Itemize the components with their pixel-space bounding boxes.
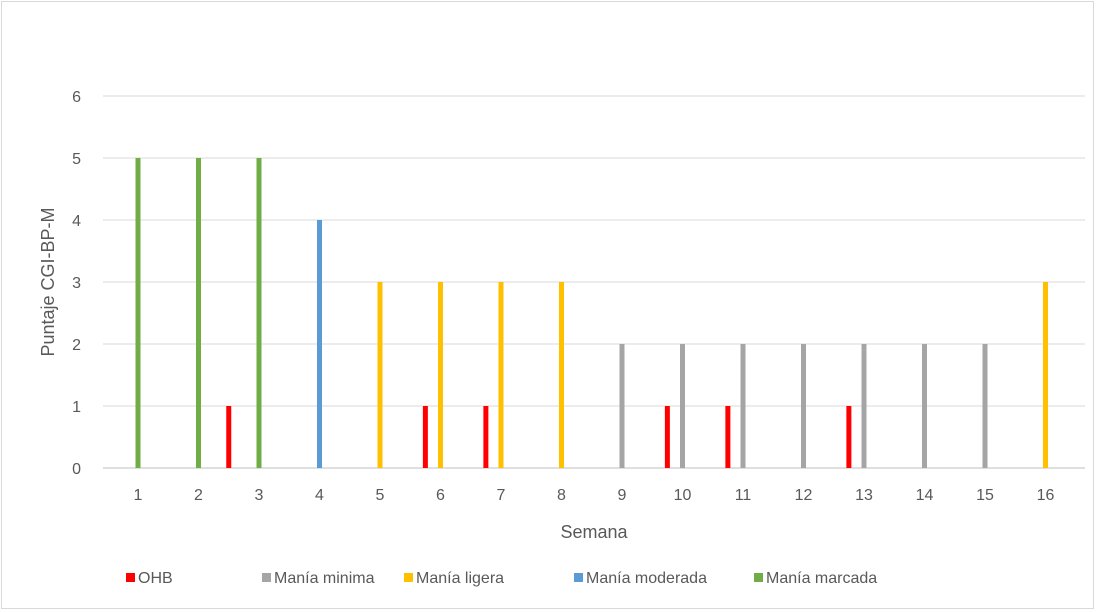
x-tick-label: 15 (976, 487, 994, 504)
bar (438, 282, 443, 468)
x-tick-labels: 1 2 3 4 5 6 7 8 9 10 11 12 13 14 15 16 (134, 487, 1055, 504)
bar (801, 344, 806, 468)
bar (196, 158, 201, 468)
x-tick-label: 9 (618, 487, 627, 504)
bar (725, 406, 731, 468)
bar (922, 344, 927, 468)
x-tick-label: 11 (735, 487, 752, 504)
x-tick-label: 16 (1037, 487, 1055, 504)
bar (982, 344, 988, 468)
bar (226, 406, 232, 468)
legend-label: Manía ligera (416, 570, 504, 587)
legend: OHB Manía minima Manía ligera Manía moderad… (126, 570, 877, 587)
x-tick-label: 13 (855, 487, 873, 504)
x-tick-label: 4 (315, 487, 324, 504)
y-axis-title: Puntaje CGI-BP-M (38, 207, 58, 356)
y-tick-label: 4 (72, 213, 81, 230)
bar (483, 406, 489, 468)
bar (422, 406, 428, 468)
bar (861, 344, 867, 468)
bar (256, 158, 262, 468)
legend-label: OHB (138, 570, 173, 587)
bar (740, 344, 746, 468)
bar (664, 406, 670, 468)
x-tick-label: 10 (674, 487, 692, 504)
bar (619, 344, 625, 468)
x-axis-title: Semana (560, 522, 628, 542)
x-tick-label: 14 (916, 487, 934, 504)
bar (317, 220, 322, 468)
legend-swatch (126, 573, 135, 582)
bar (559, 282, 564, 468)
x-tick-label: 7 (497, 487, 506, 504)
bar (377, 282, 383, 468)
y-tick-label: 6 (72, 89, 81, 106)
bar (1043, 282, 1048, 468)
legend-label: Manía marcada (766, 570, 877, 587)
bars (135, 158, 1048, 468)
legend-swatch (574, 573, 583, 582)
x-tick-label: 8 (557, 487, 566, 504)
y-tick-label: 3 (72, 275, 81, 292)
x-tick-label: 12 (795, 487, 813, 504)
x-tick-label: 5 (376, 487, 385, 504)
y-tick-label: 2 (72, 337, 81, 354)
y-tick-label: 1 (72, 399, 81, 416)
legend-label: Manía moderada (586, 570, 707, 587)
x-tick-label: 2 (194, 487, 203, 504)
y-tick-label: 5 (72, 151, 81, 168)
legend-swatch (404, 573, 413, 582)
y-tick-label: 0 (72, 461, 81, 478)
x-tick-label: 6 (436, 487, 445, 504)
x-tick-label: 3 (255, 487, 264, 504)
bar (498, 282, 504, 468)
bar (135, 158, 141, 468)
bar (846, 406, 852, 468)
gridlines (103, 95, 1085, 469)
x-tick-label: 1 (134, 487, 143, 504)
bar (680, 344, 685, 468)
legend-swatch (754, 573, 763, 582)
y-tick-labels: 0 1 2 3 4 5 6 (72, 89, 81, 478)
legend-label: Manía minima (274, 570, 375, 587)
legend-swatch (262, 573, 271, 582)
